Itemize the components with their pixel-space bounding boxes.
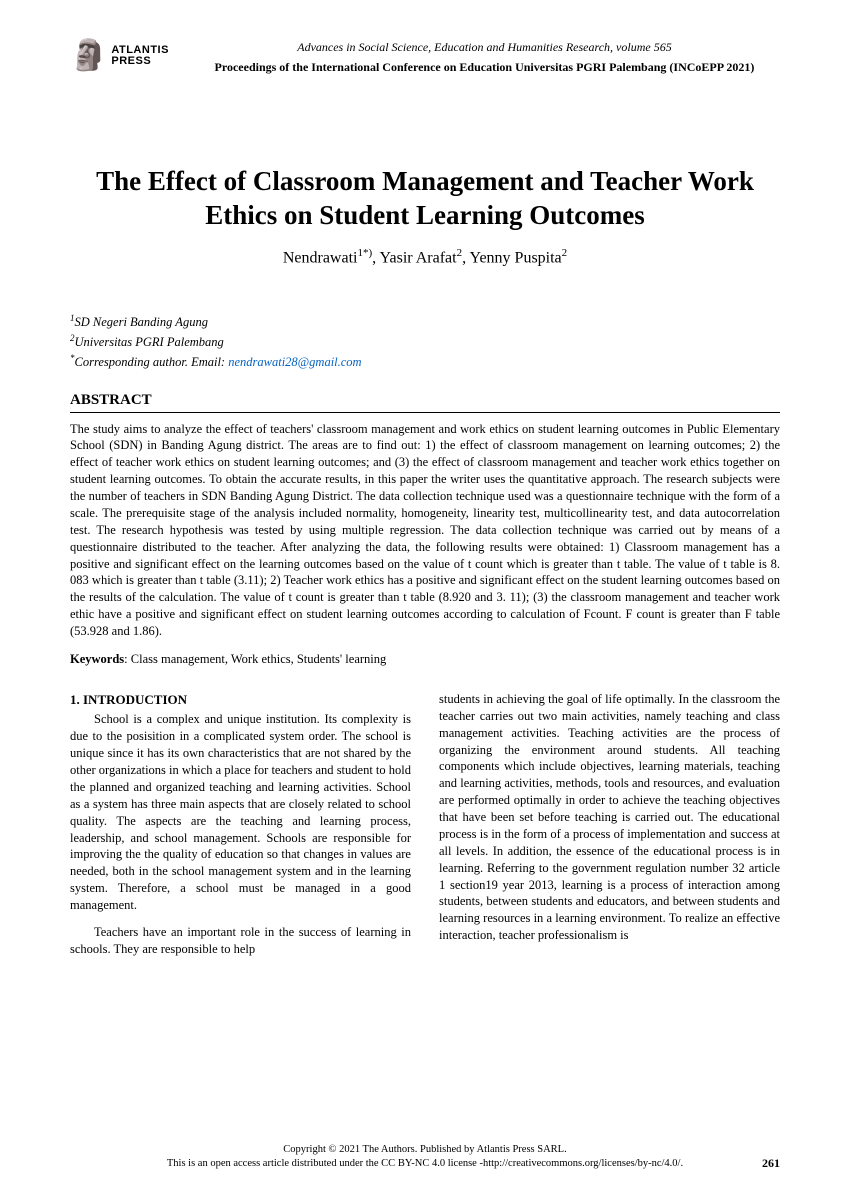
section-heading-intro: 1. INTRODUCTION	[70, 691, 411, 709]
atlantis-icon: 🗿	[70, 38, 107, 73]
publisher-logo: 🗿 ATLANTIS PRESS	[70, 38, 169, 73]
series-title: Advances in Social Science, Education an…	[189, 40, 780, 55]
author-email[interactable]: nendrawati28@gmail.com	[228, 355, 361, 369]
page-number: 261	[762, 1155, 780, 1171]
copyright-line: Copyright © 2021 The Authors. Published …	[70, 1143, 780, 1157]
publisher-name: ATLANTIS PRESS	[111, 45, 169, 67]
author-list: Nendrawati1*), Yasir Arafat2, Yenny Pusp…	[70, 247, 780, 267]
affiliation-2: 2Universitas PGRI Palembang	[70, 332, 780, 352]
paper-title: The Effect of Classroom Management and T…	[70, 165, 780, 233]
column-right: students in achieving the goal of life o…	[439, 691, 780, 958]
page-header: 🗿 ATLANTIS PRESS Advances in Social Scie…	[70, 38, 780, 75]
license-line: This is an open access article distribut…	[167, 1157, 683, 1171]
corresponding-author: *Corresponding author. Email: nendrawati…	[70, 352, 780, 372]
paragraph: Teachers have an important role in the s…	[70, 924, 411, 958]
keywords-label: Keywords	[70, 652, 124, 666]
body-columns: 1. INTRODUCTION School is a complex and …	[70, 691, 780, 958]
abstract-body: The study aims to analyze the effect of …	[70, 421, 780, 640]
keywords-text: : Class management, Work ethics, Student…	[124, 652, 386, 666]
header-text: Advances in Social Science, Education an…	[189, 38, 780, 75]
column-left: 1. INTRODUCTION School is a complex and …	[70, 691, 411, 958]
paragraph: School is a complex and unique instituti…	[70, 711, 411, 914]
affiliation-1: 1SD Negeri Banding Agung	[70, 312, 780, 332]
affiliations: 1SD Negeri Banding Agung 2Universitas PG…	[70, 312, 780, 372]
abstract-heading: ABSTRACT	[70, 392, 780, 413]
page-footer: Copyright © 2021 The Authors. Published …	[70, 1143, 780, 1171]
paragraph: students in achieving the goal of life o…	[439, 691, 780, 944]
proceedings-title: Proceedings of the International Confere…	[189, 60, 780, 75]
keywords: Keywords: Class management, Work ethics,…	[70, 652, 780, 667]
